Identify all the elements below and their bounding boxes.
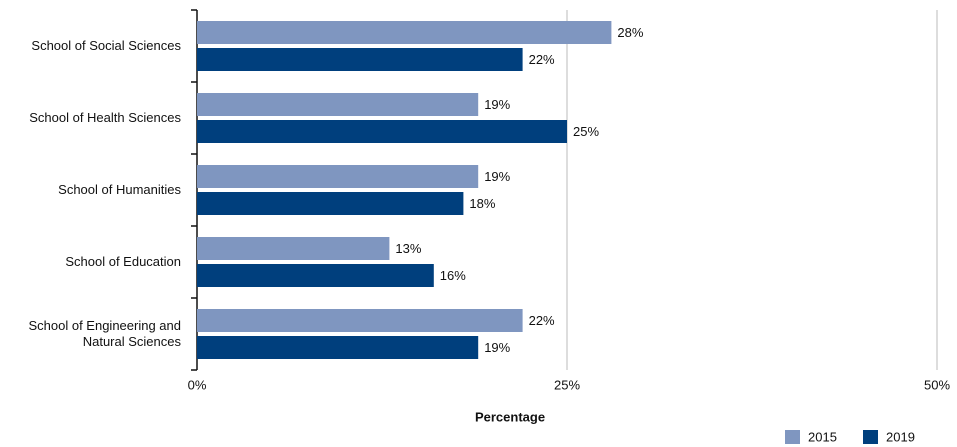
data-label: 22%	[529, 313, 555, 328]
bar	[197, 336, 479, 359]
data-label: 28%	[617, 25, 643, 40]
bar	[197, 264, 434, 287]
bar	[197, 120, 567, 143]
legend-label: 2019	[886, 429, 915, 444]
y-tick-label: School of Engineering and Natural Scienc…	[28, 318, 181, 349]
data-label: 18%	[469, 196, 495, 211]
x-tick-label: 25%	[554, 377, 580, 392]
bar	[197, 165, 479, 188]
x-axis-label: Percentage	[475, 409, 545, 424]
legend-swatch	[863, 430, 878, 444]
bar	[197, 237, 390, 260]
bar	[197, 309, 523, 332]
y-tick-label: School of Social Sciences	[31, 38, 181, 53]
x-tick-label: 0%	[188, 377, 207, 392]
bar	[197, 48, 523, 71]
data-label: 22%	[529, 52, 555, 67]
legend-label: 2015	[808, 429, 837, 444]
data-label: 19%	[484, 340, 510, 355]
y-tick-label: School of Health Sciences	[29, 110, 181, 125]
data-label: 19%	[484, 97, 510, 112]
x-tick-label: 50%	[924, 377, 950, 392]
bar	[197, 93, 479, 116]
bar	[197, 21, 612, 44]
y-tick-label: School of Education	[65, 254, 181, 269]
data-label: 25%	[573, 124, 599, 139]
y-tick-label: School of Humanities	[58, 182, 181, 197]
data-label: 13%	[395, 241, 421, 256]
legend-swatch	[785, 430, 800, 444]
data-label: 19%	[484, 169, 510, 184]
bar	[197, 192, 464, 215]
data-label: 16%	[440, 268, 466, 283]
